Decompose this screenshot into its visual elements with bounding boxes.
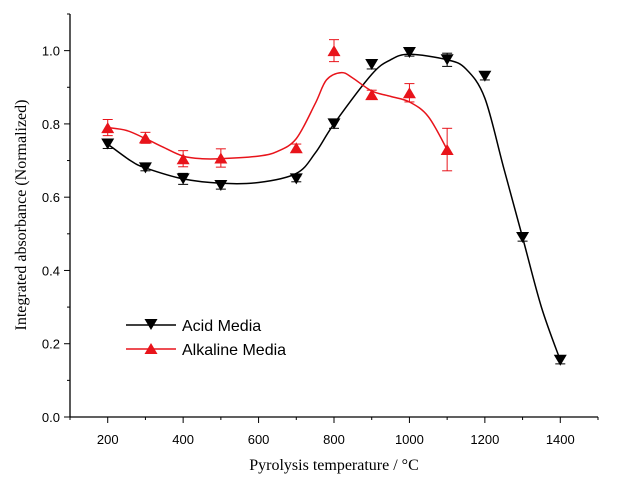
acid-point [516, 231, 530, 243]
acid-marker [214, 179, 228, 191]
acid-point [214, 179, 228, 191]
alkaline-marker [289, 142, 303, 154]
acid-marker [176, 173, 190, 185]
acid-marker [440, 54, 454, 66]
x-tick-label: 1200 [470, 432, 499, 447]
alkaline-marker [214, 152, 228, 164]
acid-marker [553, 354, 567, 366]
alkaline-point [101, 119, 115, 137]
acid-point [327, 118, 341, 130]
legend: Acid Media Alkaline Media [126, 318, 286, 359]
acid-marker [327, 118, 341, 130]
y-tick-label: 0.2 [42, 337, 60, 352]
alkaline-fit-curve [107, 71, 448, 160]
acid-marker [516, 231, 530, 243]
acid-point [176, 172, 190, 185]
acid-point [289, 173, 303, 185]
acid-marker [101, 138, 115, 150]
legend-marker-acid [144, 319, 158, 330]
x-tick-label: 400 [172, 432, 194, 447]
acid-point [478, 70, 492, 82]
acid-marker [138, 162, 152, 174]
acid-marker [365, 59, 379, 71]
acid-point [402, 46, 416, 58]
legend-label-acid: Acid Media [182, 318, 261, 335]
alkaline-marker [402, 87, 416, 99]
alkaline-point [440, 127, 454, 172]
ticks: 200 400 600 800 1000 1200 1400 0.0 0.2 0.4 0.6 0.8 1… [42, 13, 599, 447]
alkaline-point [138, 131, 152, 144]
x-axis-title: Pyrolysis temperature / °C [249, 457, 418, 474]
legend-marker-alkaline [144, 343, 158, 354]
alkaline-marker [440, 144, 454, 156]
alkaline-point [289, 142, 303, 154]
alkaline-marker [176, 153, 190, 165]
x-tick-label: 1400 [546, 432, 575, 447]
y-tick-label: 0.6 [42, 190, 60, 205]
x-tick-label: 1000 [395, 432, 424, 447]
alkaline-marker [365, 89, 379, 101]
alkaline-marker [101, 122, 115, 134]
y-tick-label: 0.8 [42, 117, 60, 132]
y-axis-title: Integrated absorbance (Normalized) [13, 100, 30, 331]
acid-point [553, 354, 567, 366]
alkaline-point [176, 150, 190, 168]
y-tick-label: 0.0 [42, 410, 60, 425]
acid-point [440, 52, 454, 67]
acid-point [101, 138, 115, 150]
alkaline-marker [138, 132, 152, 144]
x-tick-label: 800 [323, 432, 345, 447]
alkaline-point [365, 89, 379, 101]
acid-marker [289, 173, 303, 185]
alkaline-point [402, 83, 416, 103]
acid-marker [402, 46, 416, 58]
y-tick-label: 1.0 [42, 44, 60, 59]
legend-label-alkaline: Alkaline Media [182, 342, 286, 359]
y-tick-label: 0.4 [42, 263, 60, 278]
acid-point [138, 162, 152, 174]
x-tick-label: 600 [248, 432, 270, 447]
x-tick-label: 200 [97, 432, 119, 447]
alkaline-marker [327, 45, 341, 57]
data-points [101, 39, 567, 366]
fit-curves [107, 53, 562, 361]
acid-point [365, 59, 379, 71]
alkaline-point [214, 148, 228, 168]
acid-marker [478, 70, 492, 82]
alkaline-point [327, 39, 341, 63]
acid-fit-curve [107, 53, 562, 361]
